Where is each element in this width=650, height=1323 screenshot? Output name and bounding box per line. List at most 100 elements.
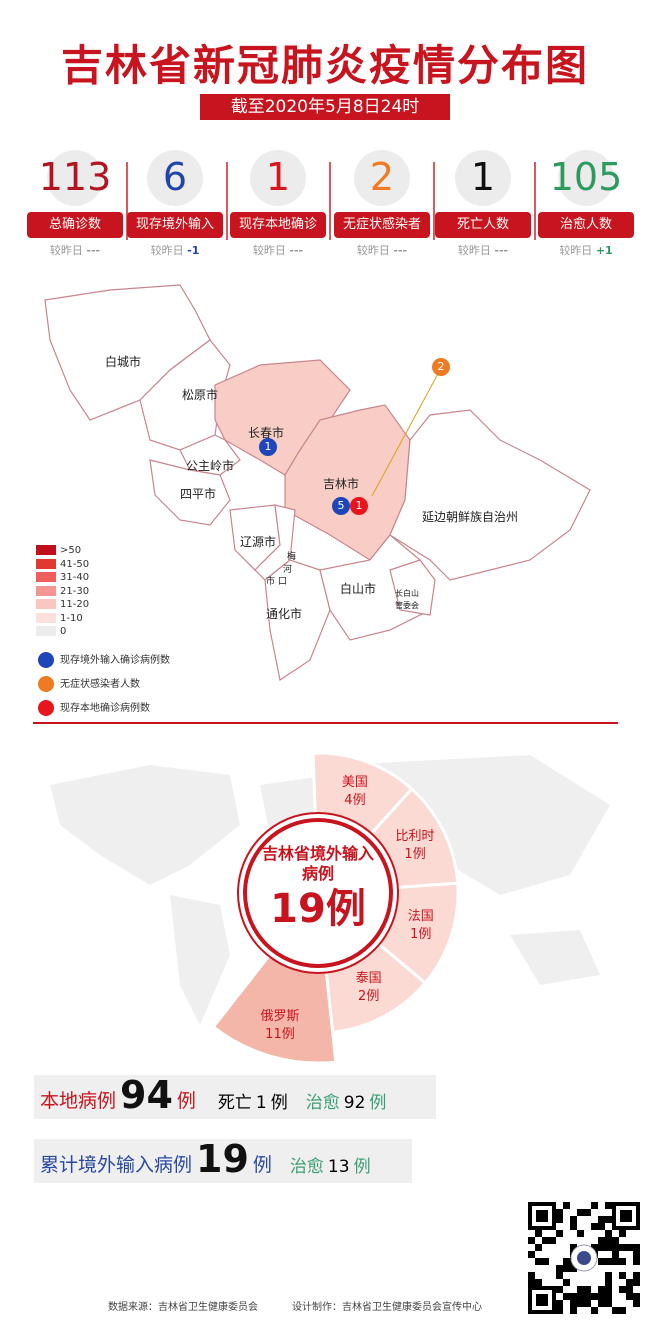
region-label: 四平市 [180, 487, 217, 501]
unit: 例 [252, 1154, 272, 1176]
country-count: 1例 [410, 927, 432, 943]
divider [433, 162, 435, 240]
stat-card: 113 总确诊数 较昨日 --- [25, 150, 125, 258]
country-count: 4例 [344, 792, 366, 808]
stat-label: 现存境外输入 [127, 212, 223, 238]
stat-value: 1 [470, 155, 496, 199]
compare-label: 较昨日 [457, 244, 491, 257]
country-name: 美国 [341, 774, 368, 790]
stat-card: 6 现存境外输入 较昨日 -1 [125, 150, 225, 258]
data-source: 数据来源：吉林省卫生健康委员会 [108, 1302, 258, 1313]
stat-card: 1 现存本地确诊 较昨日 --- [228, 150, 328, 258]
stat-card: 2 无症状感染者 较昨日 --- [332, 150, 432, 258]
compare-label: 较昨日 [150, 244, 184, 257]
legend-scale-item: 41-50 [36, 558, 89, 571]
local-cured-value: 92 [343, 1093, 366, 1113]
divider [329, 162, 331, 240]
unit: 例 [369, 1093, 387, 1113]
local-label: 本地病例 [40, 1090, 117, 1112]
rose-label: 比利时 1例 [385, 828, 445, 864]
stat-change: +1 [595, 244, 613, 257]
legend-scale-item: 21-30 [36, 585, 90, 598]
compare-label: 较昨日 [356, 244, 390, 257]
death-value: 1 [255, 1093, 267, 1113]
region-tonghua [264, 559, 331, 681]
stat-change: -1 [187, 244, 200, 257]
region-siping [149, 459, 231, 526]
legend-label: >50 [60, 545, 82, 556]
stat-label: 总确诊数 [27, 212, 123, 238]
page-title: 吉林省新冠肺炎疫情分布图 [60, 41, 589, 90]
local-value: 94 [120, 1073, 173, 1117]
legend-label: 现存境外输入确诊病例数 [60, 655, 170, 666]
legend-label: 11-20 [60, 599, 90, 610]
region-yanbian [389, 409, 591, 581]
legend-label: 21-30 [60, 585, 90, 597]
stat-change: --- [393, 244, 408, 257]
region-label: 管委会 [395, 601, 419, 610]
stat-card: 105 治愈人数 较昨日 +1 [536, 150, 636, 258]
legend-marker-item: 无症状感染者人数 [38, 676, 140, 693]
stat-value: 6 [162, 155, 188, 199]
compare-label: 较昨日 [49, 244, 83, 257]
region-label: 延边朝鲜族自治州 [422, 510, 519, 524]
rose-label: 法国 1例 [391, 908, 451, 944]
stat-value: 2 [369, 155, 395, 199]
legend-label: 0 [60, 626, 67, 637]
cured-label: 治愈 [305, 1093, 340, 1113]
divider [126, 162, 128, 240]
stat-label: 死亡人数 [435, 212, 531, 238]
region-label: 市 [266, 577, 276, 587]
marker-local: 1 [350, 497, 368, 515]
rose-label: 泰国 2例 [339, 970, 399, 1006]
country-name: 法国 [407, 909, 434, 925]
rose-label: 俄罗斯 11例 [250, 1008, 310, 1044]
region-label: 通化市 [266, 607, 303, 621]
divider [33, 722, 618, 724]
total-circle: 吉林省境外输入病例 19例 [243, 818, 393, 968]
rose-title: 吉林省境外输入病例 [261, 844, 374, 883]
stat-change: --- [86, 244, 101, 257]
date-banner: 截至2020年5月8日24时 [200, 94, 450, 120]
country-count: 2例 [358, 989, 380, 1005]
unit: 例 [176, 1090, 196, 1112]
legend-scale-item: 1-10 [36, 612, 83, 625]
callout-line [371, 369, 441, 497]
country-name: 俄罗斯 [260, 1008, 300, 1024]
compare-label: 较昨日 [559, 244, 593, 257]
region-label: 长白山 [395, 589, 419, 598]
import-label: 累计境外输入病例 [40, 1154, 193, 1176]
compare-label: 较昨日 [252, 244, 286, 257]
country-count: 1例 [404, 846, 426, 862]
stat-label: 治愈人数 [538, 212, 634, 238]
cured-label: 治愈 [289, 1157, 324, 1177]
legend-marker-item: 现存境外输入确诊病例数 [38, 652, 170, 669]
legend-scale-item: >50 [36, 545, 81, 557]
country-count: 11例 [265, 1026, 295, 1042]
region-label: 口 [278, 577, 288, 587]
region-label: 长春市 [248, 426, 285, 440]
legend-label: 现存本地确诊病例数 [60, 703, 150, 714]
unit: 例 [270, 1093, 288, 1113]
local-summary: 本地病例 94 例 死亡 1 例 治愈 92 例 [34, 1075, 436, 1119]
import-summary: 累计境外输入病例 19 例 治愈 13 例 [34, 1139, 412, 1183]
stat-value: 1 [265, 155, 291, 199]
legend-scale-item: 31-40 [36, 572, 89, 584]
marker-import: 5 [332, 497, 350, 515]
design-credit: 设计制作：吉林省卫生健康委员会宣传中心 [292, 1302, 482, 1313]
divider [534, 162, 536, 240]
legend-scale-item: 0 [36, 626, 66, 638]
stat-label: 无症状感染者 [334, 212, 430, 238]
region-label: 公主岭市 [186, 459, 235, 473]
legend-label: 无症状感染者人数 [60, 679, 140, 690]
qr-code [526, 1200, 642, 1316]
marker-asymptomatic: 2 [432, 358, 450, 376]
legend-label: 1-10 [60, 612, 83, 624]
death-label: 死亡 [217, 1093, 252, 1113]
region-changbaishan [389, 559, 436, 616]
legend-label: 31-40 [60, 572, 90, 583]
stat-value: 105 [549, 155, 623, 199]
region-label: 白山市 [340, 582, 377, 596]
import-value: 19 [196, 1137, 249, 1181]
stat-label: 现存本地确诊 [230, 212, 326, 238]
